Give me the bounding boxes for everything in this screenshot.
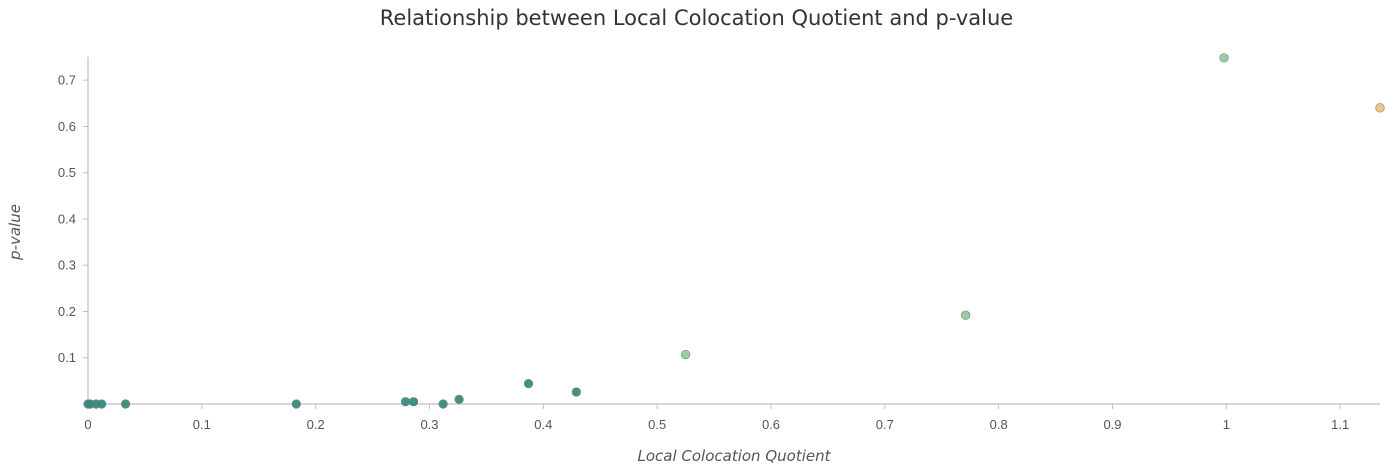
x-tick-label: 0.3 — [420, 417, 438, 432]
y-tick-label: 0.1 — [58, 350, 76, 365]
axes — [87, 57, 1380, 405]
data-point — [408, 397, 419, 407]
x-tick-label: 0.9 — [1103, 417, 1121, 432]
y-tick-label: 0.2 — [58, 304, 76, 319]
x-tick-label: 0.5 — [648, 417, 666, 432]
data-point — [681, 349, 691, 360]
data-point — [97, 399, 107, 409]
data-point — [1219, 53, 1229, 63]
y-tick-label: 0.3 — [58, 258, 76, 273]
y-axis-ticks: 0.1 0.2 0.3 0.4 0.5 0.6 0.7 — [58, 73, 88, 365]
x-tick-label: 0.1 — [193, 417, 211, 432]
data-point — [523, 379, 534, 389]
data-points — [83, 53, 1385, 409]
x-axis-title: Local Colocation Quotient — [637, 447, 831, 465]
x-tick-label: 0.6 — [762, 417, 780, 432]
data-point — [454, 394, 464, 404]
data-point — [961, 310, 971, 320]
y-tick-label: 0.6 — [58, 119, 76, 134]
x-tick-label: 0.2 — [307, 417, 325, 432]
x-axis-ticks: 0 0.1 0.2 0.3 0.4 0.5 0.6 0.7 0.8 0.9 1 1.1 — [84, 404, 1349, 432]
x-tick-label: 0.4 — [534, 417, 552, 432]
y-axis-title: p-value — [6, 204, 24, 261]
x-tick-label: 1 — [1223, 417, 1230, 432]
y-tick-label: 0.4 — [58, 211, 76, 226]
x-tick-label: 1.1 — [1331, 417, 1349, 432]
data-point — [1375, 103, 1385, 113]
chart-title: Relationship between Local Colocation Qu… — [379, 6, 1014, 30]
data-point — [291, 399, 301, 409]
x-tick-label: 0.8 — [990, 417, 1008, 432]
x-tick-label: 0.7 — [876, 417, 894, 432]
y-tick-label: 0.7 — [58, 73, 76, 88]
data-point — [571, 387, 581, 397]
data-point — [120, 399, 131, 409]
data-point — [400, 397, 411, 407]
x-tick-label: 0 — [84, 417, 91, 432]
data-point — [438, 399, 448, 409]
y-tick-label: 0.5 — [58, 165, 76, 180]
